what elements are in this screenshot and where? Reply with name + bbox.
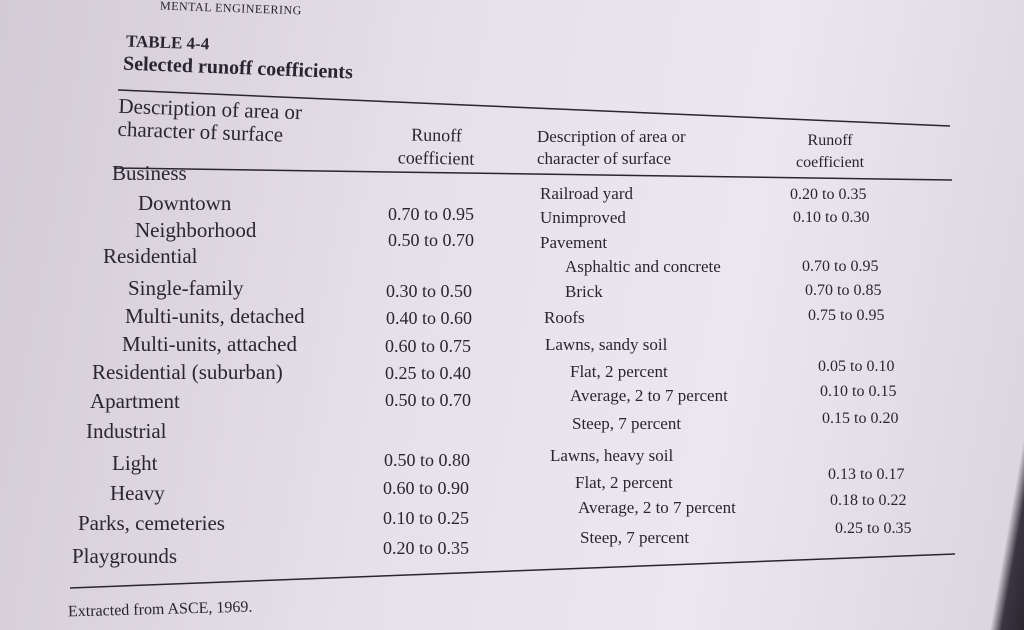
row-coefficient: 0.10 to 0.30 [793,209,870,226]
header-rule [113,167,953,181]
row-label: Lawns, heavy soil [550,446,674,465]
top-rule [117,89,951,127]
row-coefficient: 0.25 to 0.35 [835,520,912,537]
table-number: TABLE 4-4 [125,31,210,54]
row-coefficient: 0.20 to 0.35 [790,186,867,203]
row-label: Neighborhood [135,218,257,242]
row-coefficient: 0.50 to 0.70 [385,390,472,410]
row-coefficient: 0.10 to 0.25 [383,508,470,528]
row-coefficient: 0.05 to 0.10 [818,358,895,375]
row-label: Residential [103,244,198,268]
right-header-description: Description of area or character of surf… [537,127,686,169]
row-coefficient: 0.70 to 0.85 [805,282,882,299]
row-label: Multi-units, attached [122,332,297,356]
row-label: Flat, 2 percent [575,473,673,492]
row-coefficient: 0.15 to 0.20 [822,410,899,427]
row-label: Downtown [138,191,232,215]
row-label: Light [112,451,158,475]
row-coefficient: 0.18 to 0.22 [830,492,907,509]
row-label: Multi-units, detached [125,304,305,328]
row-coefficient: 0.50 to 0.70 [388,230,475,250]
row-coefficient: 0.20 to 0.35 [383,538,470,558]
row-label: Average, 2 to 7 percent [570,386,728,405]
row-label: Pavement [540,233,608,252]
row-coefficient: 0.30 to 0.50 [386,281,473,301]
row-coefficient: 0.70 to 0.95 [388,204,475,224]
row-label: Playgrounds [72,544,177,568]
bottom-rule [69,553,956,589]
row-coefficient: 0.25 to 0.40 [385,363,472,383]
right-header-coefficient: Runoff coefficient [796,132,865,171]
row-coefficient: 0.50 to 0.80 [384,450,471,470]
row-label: Steep, 7 percent [580,528,690,547]
row-label: Industrial [86,419,167,443]
row-coefficient: 0.60 to 0.75 [385,336,472,356]
row-label: Railroad yard [540,184,633,203]
row-label: Single-family [128,276,244,300]
row-label: Flat, 2 percent [570,362,668,381]
row-label: Apartment [90,389,180,413]
row-coefficient: 0.40 to 0.60 [386,308,473,328]
row-coefficient: 0.60 to 0.90 [383,478,470,498]
row-coefficient: 0.10 to 0.15 [820,383,897,400]
row-label: Roofs [544,308,585,327]
row-label: Unimproved [540,208,626,227]
row-coefficient: 0.70 to 0.95 [802,258,879,275]
row-label: Parks, cemeteries [78,511,225,535]
row-label: Residential (suburban) [92,360,283,384]
row-label: Asphaltic and concrete [565,257,721,276]
row-label: Lawns, sandy soil [545,335,668,354]
row-label: Steep, 7 percent [572,414,682,433]
row-label: Brick [565,282,603,301]
row-label: Heavy [110,481,165,505]
left-header-description: Description of area or character of surf… [117,93,303,147]
row-coefficient: 0.75 to 0.95 [808,307,885,324]
row-coefficient: 0.13 to 0.17 [828,466,905,483]
left-header-coefficient: Runoff coefficient [397,124,475,169]
row-label: Average, 2 to 7 percent [578,498,736,517]
row-label: Business [112,161,187,185]
